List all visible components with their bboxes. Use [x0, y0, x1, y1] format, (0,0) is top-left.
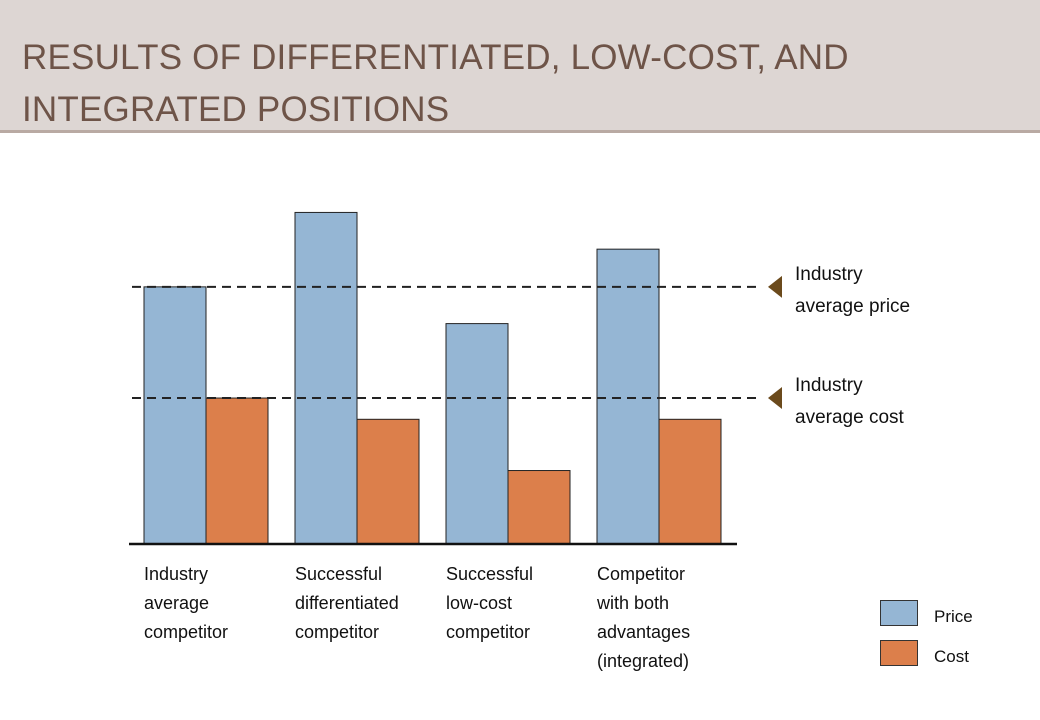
marker-arrow-price [768, 275, 782, 298]
legend-swatch-cost [880, 640, 918, 666]
bar-cost-4 [658, 418, 722, 545]
bar-price-3 [445, 323, 509, 545]
category-label-1: Industry average competitor [144, 564, 228, 642]
bar-cost-2 [356, 418, 420, 545]
legend-swatch-price [880, 600, 918, 626]
bar-price-1 [143, 286, 207, 545]
bar-cost-3 [507, 470, 571, 545]
category-label-2: Successful differentiated competitor [295, 564, 399, 642]
reference-label-price-line2: average price [795, 296, 910, 317]
page-title: RESULTS OF DIFFERENTIATED, LOW-COST, AND… [22, 38, 849, 129]
category-label-3: Successful low-cost competitor [446, 564, 533, 642]
title-bar: RESULTS OF DIFFERENTIATED, LOW-COST, AND… [0, 0, 1040, 133]
category-label-4: Competitor with both advantages (integrated… [596, 564, 690, 671]
marker-arrow-cost [768, 387, 782, 410]
bar-cost-1 [205, 397, 269, 545]
bar-price-4 [596, 248, 660, 545]
legend-label-price: Price [934, 607, 973, 626]
reference-label-price-line1: Industry [795, 264, 863, 285]
bar-price-2 [294, 211, 358, 545]
reference-label-cost-line1: Industry [795, 375, 863, 396]
reference-label-cost-line2: average cost [795, 407, 905, 428]
legend-label-cost: Cost [934, 647, 969, 666]
